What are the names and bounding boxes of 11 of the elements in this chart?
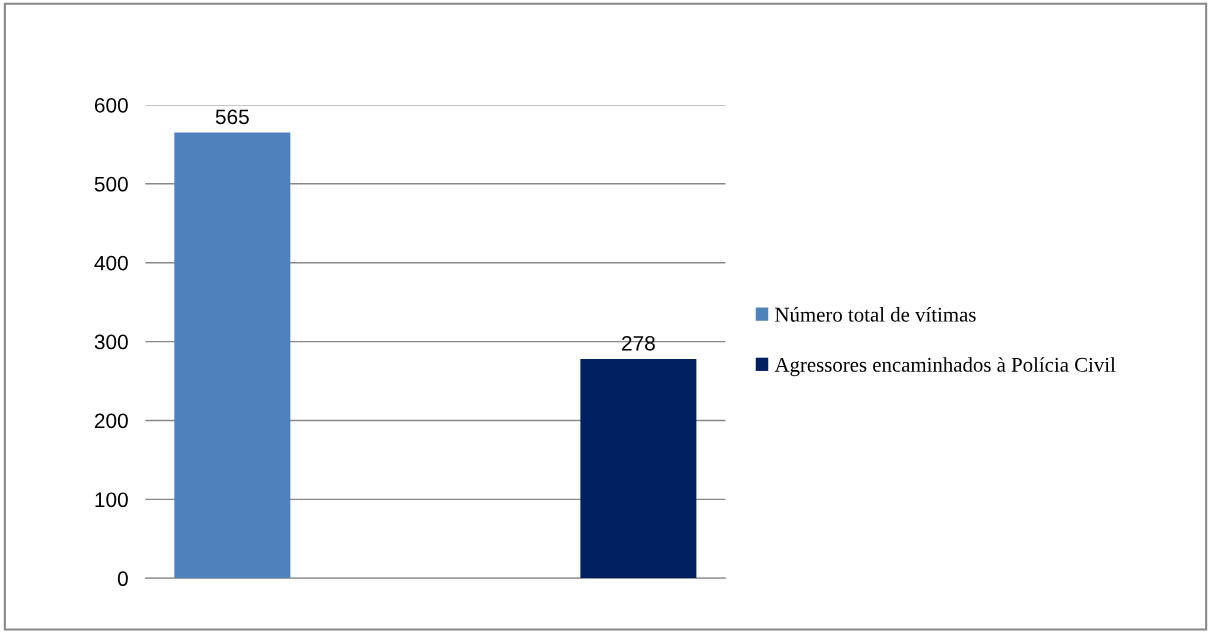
legend-label: Número total de vítimas [775,307,976,322]
y-tick-label: 300 [94,334,128,350]
legend-label: Agressores encaminhados à Polícia Civil [774,357,1116,377]
y-tick-label: 0 [117,571,128,587]
y-tick-label: 500 [94,176,128,192]
y-tick-label: 200 [94,413,128,429]
data-label: 565 [215,109,249,125]
y-tick-label: 600 [94,97,128,113]
data-label: 278 [622,335,655,351]
y-tick-label: 100 [95,492,128,508]
y-tick-label: 400 [94,255,128,271]
